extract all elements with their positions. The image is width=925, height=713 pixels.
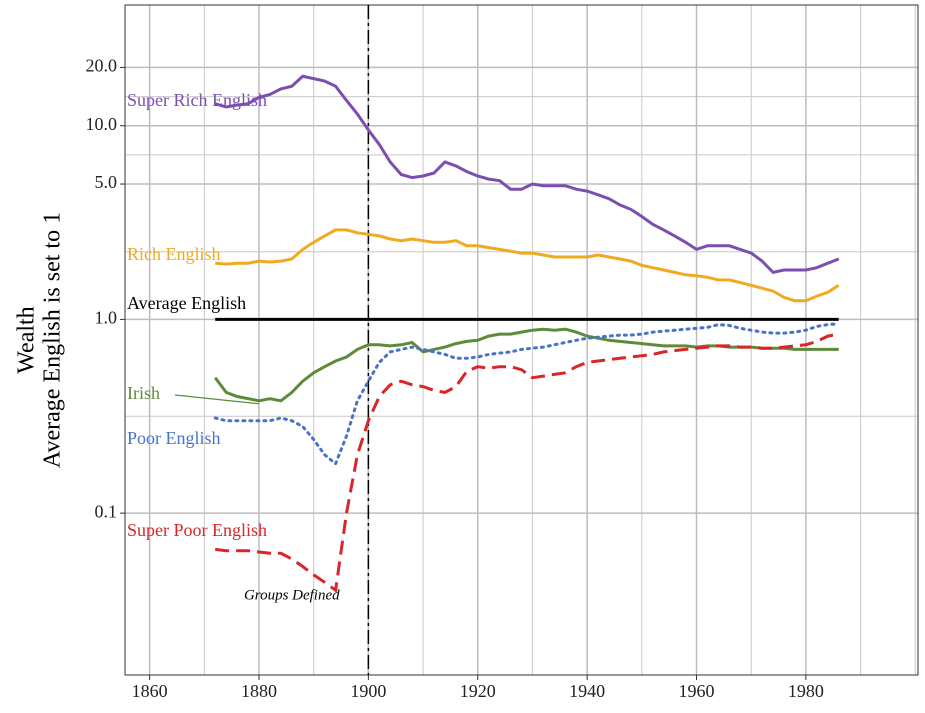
series-line [215,332,839,593]
x-tick-label: 1940 [569,681,605,701]
x-tick-label: 1900 [350,681,386,701]
series-label: Rich English [127,244,221,264]
annotation: Groups Defined [244,588,340,604]
y-tick-label: 5.0 [95,172,118,192]
series-line [213,322,841,467]
series-label: Poor English [127,428,221,448]
x-tick-label: 1980 [788,681,824,701]
series-line [214,74,840,275]
series-label: Irish [127,383,160,403]
y-tick-label: 10.0 [86,114,118,134]
series-line [213,327,839,403]
plot-border [124,4,919,676]
series-label: Super Rich English [127,90,267,110]
series-line [215,228,840,303]
y-axis-title: Wealth Average English is set to 1 [14,212,66,468]
y-axis-title-line: Average English is set to 1 [40,212,66,468]
series-label: Average English [127,293,246,313]
y-tick-label: 20.0 [86,56,118,76]
y-tick-label: 0.1 [95,501,118,521]
x-tick-label: 1920 [460,681,496,701]
x-tick-label: 1960 [679,681,715,701]
x-tick-label: 1880 [241,681,277,701]
y-axis-title-line: Wealth [14,306,40,373]
label-leader [174,394,260,405]
series-label: Super Poor English [127,520,267,540]
y-tick-label: 1.0 [95,308,118,328]
x-tick-label: 1860 [132,681,168,701]
